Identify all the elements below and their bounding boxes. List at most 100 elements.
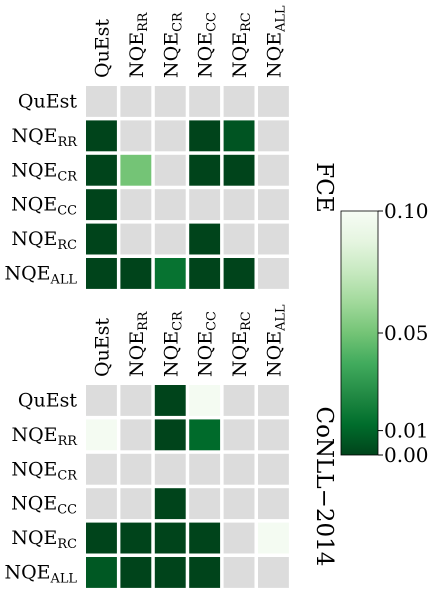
column-label-4: NQECC: [195, 12, 220, 78]
row-label-6: NQEALL: [4, 561, 77, 586]
row-label-3: NQECR: [11, 159, 78, 184]
heatmap-cell-r4-c4: [189, 189, 221, 221]
heatmap-cell-r1-c3: [154, 385, 186, 416]
column-label-3: NQECR: [160, 310, 185, 377]
heatmap-cell-r4-c1: [86, 488, 117, 520]
heatmap-cell-r1-c6: [258, 385, 289, 416]
heatmap-cell-r6-c5: [223, 258, 255, 289]
column-label-2: NQERR: [126, 310, 151, 377]
heatmap-cell-r4-c5: [223, 189, 255, 221]
heatmap-cell-r3-c1: [86, 154, 117, 186]
heatmap-cell-r1-c5: [223, 86, 255, 117]
row-label-4: NQECC: [11, 493, 77, 518]
heatmap-cell-r2-c5: [223, 120, 255, 152]
heatmap-cell-r5-c1: [86, 223, 117, 255]
column-label-5: NQERC: [229, 311, 254, 377]
heatmap-cell-r1-c4: [189, 86, 221, 117]
heatmap-cell-r5-c6: [258, 223, 289, 255]
row-label-6: NQEALL: [4, 262, 77, 287]
heatmap-cell-r3-c1: [86, 453, 117, 485]
heatmap-cell-r2-c3: [154, 419, 186, 451]
heatmap-cell-r3-c4: [189, 453, 221, 485]
heatmap-cell-r5-c3: [154, 223, 186, 255]
heatmap-cell-r6-c2: [120, 258, 152, 289]
heatmap-cell-r5-c3: [154, 522, 186, 554]
heatmap-cell-r1-c6: [258, 86, 289, 117]
heatmap-cell-r5-c4: [189, 223, 221, 255]
column-label-1: QuEst: [91, 19, 113, 78]
column-label-6: NQEALL: [263, 304, 288, 377]
heatmap-cell-r6-c4: [189, 258, 221, 289]
heatmap-panel-2: QuEst NQERR NQECR NQECC NQERC NQEALL QuEst NQER…: [4, 304, 337, 588]
heatmap-cell-r2-c1: [86, 120, 117, 152]
colorbar-tick-label: 0.01: [384, 419, 429, 443]
heatmap-cell-r4-c5: [223, 488, 255, 520]
column-label-1: QuEst: [91, 318, 113, 377]
heatmap-cell-r2-c1: [86, 419, 117, 451]
heatmap-cell-r3-c3: [154, 453, 186, 485]
heatmap-cell-r2-c4: [189, 419, 221, 451]
heatmap-cell-r2-c6: [258, 120, 289, 152]
colorbar-tick-label: 0.05: [384, 321, 429, 345]
heatmap-cell-r5-c6: [258, 522, 289, 554]
heatmap-cell-r3-c3: [154, 154, 186, 186]
heatmap-cell-r6-c4: [189, 557, 221, 588]
heatmap-cell-r2-c4: [189, 120, 221, 152]
row-label-4: NQECC: [11, 194, 77, 219]
heatmap-cell-r3-c6: [258, 453, 289, 485]
row-label-1: QuEst: [18, 90, 77, 112]
colorbar-tick-label: 0.10: [384, 199, 429, 223]
column-label-2: NQERR: [126, 11, 151, 78]
heatmap-cell-r1-c4: [189, 385, 221, 416]
heatmap-cell-r6-c6: [258, 557, 289, 588]
heatmap-cell-r2-c3: [154, 120, 186, 152]
heatmap-cell-r3-c2: [120, 154, 152, 186]
heatmap-cell-r6-c1: [86, 258, 117, 289]
row-label-3: NQECR: [11, 458, 78, 483]
heatmap-cell-r1-c5: [223, 385, 255, 416]
heatmap-cell-r5-c2: [120, 522, 152, 554]
heatmap-cell-r4-c1: [86, 189, 117, 221]
heatmap-cell-r1-c1: [86, 86, 117, 117]
row-label-5: NQERC: [11, 527, 77, 552]
heatmap-cell-r6-c2: [120, 557, 152, 588]
heatmap-cell-r3-c5: [223, 154, 255, 186]
heatmap-cell-r6-c3: [154, 557, 186, 588]
heatmap-cell-r4-c2: [120, 189, 152, 221]
heatmap-cell-r5-c5: [223, 522, 255, 554]
row-label-2: NQERR: [11, 424, 78, 449]
panel-side-label: CoNLL−2014: [311, 406, 337, 566]
column-label-4: NQECC: [195, 311, 220, 377]
heatmap-cell-r3-c4: [189, 154, 221, 186]
heatmap-cell-r4-c6: [258, 488, 289, 520]
heatmap-cell-r1-c2: [120, 86, 152, 117]
heatmap-cell-r2-c2: [120, 419, 152, 451]
column-label-3: NQECR: [160, 11, 185, 78]
row-label-5: NQERC: [11, 228, 77, 253]
heatmap-cell-r4-c2: [120, 488, 152, 520]
column-label-5: NQERC: [229, 12, 254, 78]
colorbar-gradient: [341, 211, 378, 455]
panel-side-label: FCE: [311, 162, 337, 212]
column-label-6: NQEALL: [263, 5, 288, 78]
heatmap-cell-r2-c5: [223, 419, 255, 451]
row-label-1: QuEst: [18, 389, 77, 411]
heatmap-cell-r1-c3: [154, 86, 186, 117]
colorbar: 0.10 0.05 0.010.00: [340, 199, 429, 467]
row-label-2: NQERR: [11, 125, 78, 150]
heatmap-cell-r6-c5: [223, 557, 255, 588]
heatmap-cell-r1-c1: [86, 385, 117, 416]
colorbar-tick-label: 0.00: [384, 443, 429, 467]
heatmap-cell-r4-c3: [154, 488, 186, 520]
heatmap-cell-r3-c6: [258, 154, 289, 186]
heatmap-cell-r5-c4: [189, 522, 221, 554]
heatmap-panel-1: QuEst NQERR NQECR NQECC NQERC NQEALL QuEst NQER…: [4, 5, 337, 289]
heatmap-cell-r5-c5: [223, 223, 255, 255]
heatmap-cell-r6-c3: [154, 258, 186, 289]
heatmap-cell-r2-c6: [258, 419, 289, 451]
heatmap-cell-r6-c1: [86, 557, 117, 588]
heatmap-cell-r4-c6: [258, 189, 289, 221]
heatmap-cell-r1-c2: [120, 385, 152, 416]
heatmap-cell-r3-c2: [120, 453, 152, 485]
